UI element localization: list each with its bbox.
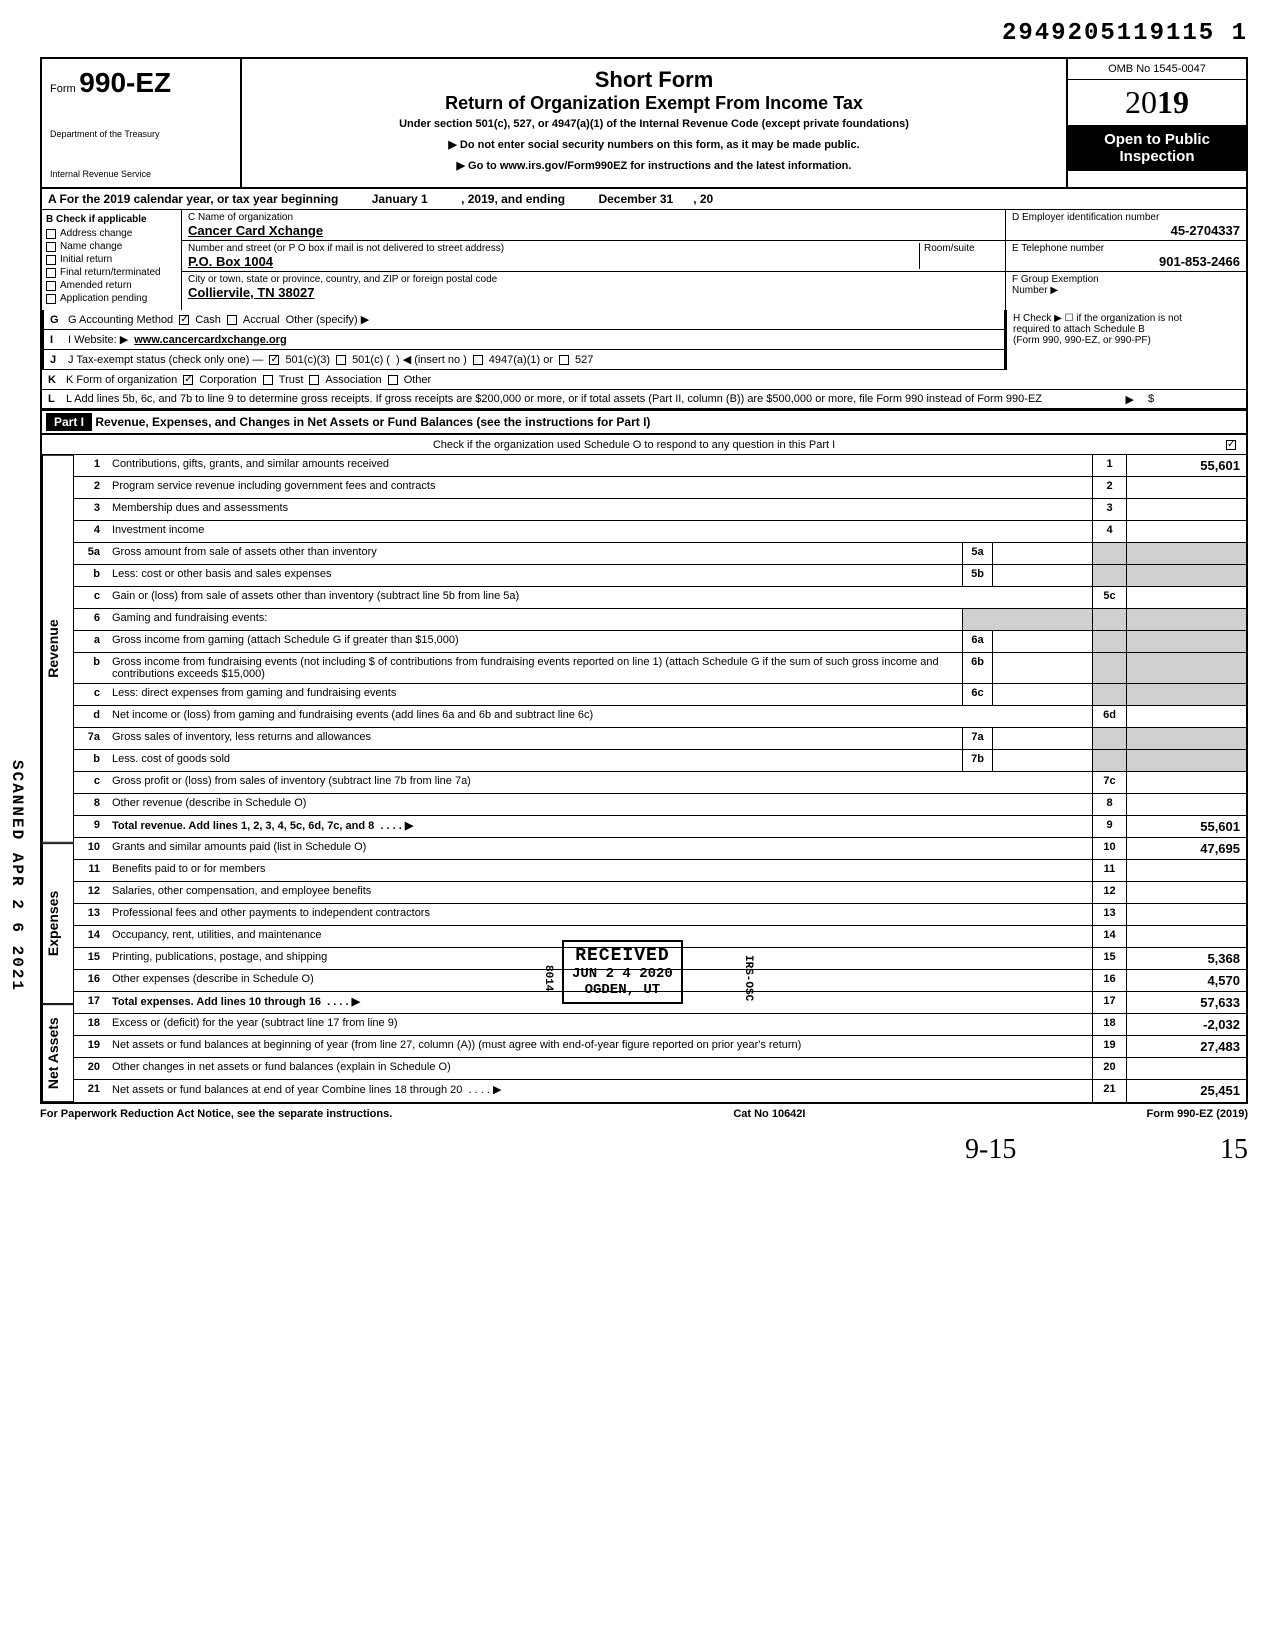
line-7a: 7aGross sales of inventory, less returns…: [74, 728, 1246, 750]
row-i-label: I Website: ▶: [68, 333, 128, 346]
line-a: aGross income from gaming (attach Schedu…: [74, 631, 1246, 653]
chk-address[interactable]: [46, 229, 56, 239]
chk-schedule-o[interactable]: [1226, 440, 1236, 450]
part1-header: Part I Revenue, Expenses, and Changes in…: [40, 410, 1248, 435]
org-city: Colliervile, TN 38027: [188, 285, 999, 300]
title-return: Return of Organization Exempt From Incom…: [250, 93, 1058, 114]
chk-initial[interactable]: [46, 255, 56, 265]
open-public-1: Open to Public: [1074, 131, 1240, 148]
line-c: cGain or (loss) from sale of assets othe…: [74, 587, 1246, 609]
chk-accrual[interactable]: [227, 315, 237, 325]
chk-4947[interactable]: [473, 355, 483, 365]
org-name: Cancer Card Xchange: [188, 223, 999, 238]
handwriting-2: 15: [1220, 1134, 1248, 1165]
chk-pending[interactable]: [46, 294, 56, 304]
chk-trust[interactable]: [263, 375, 273, 385]
line-b: bGross income from fundraising events (n…: [74, 653, 1246, 684]
tab-netassets: Net Assets: [42, 1004, 74, 1102]
form-number: 990-EZ: [79, 67, 171, 98]
label-org-name: C Name of organization: [188, 212, 999, 223]
row-j-label: J Tax-exempt status (check only one) —: [68, 354, 263, 366]
line-19: 19Net assets or fund balances at beginni…: [74, 1036, 1246, 1058]
chk-name[interactable]: [46, 242, 56, 252]
chk-final[interactable]: [46, 268, 56, 278]
line-13: 13Professional fees and other payments t…: [74, 904, 1246, 926]
chk-501c[interactable]: [336, 355, 346, 365]
chk-501c3[interactable]: [269, 355, 279, 365]
line-2: 2Program service revenue including gover…: [74, 477, 1246, 499]
line-5a: 5aGross amount from sale of assets other…: [74, 543, 1246, 565]
label-addr: Number and street (or P O box if mail is…: [188, 243, 919, 254]
row-h-2: required to attach Schedule B: [1013, 324, 1240, 335]
instruction-ssn: ▶ Do not enter social security numbers o…: [250, 138, 1058, 151]
form-prefix: Form: [50, 83, 76, 95]
tab-expenses: Expenses: [42, 843, 74, 1004]
line-4: 4Investment income4: [74, 521, 1246, 543]
stamp-side1: 8014: [542, 965, 554, 991]
row-l-text: L Add lines 5b, 6c, and 7b to line 9 to …: [66, 393, 1120, 405]
line-c: cGross profit or (loss) from sales of in…: [74, 772, 1246, 794]
line-1: 1Contributions, gifts, grants, and simil…: [74, 455, 1246, 477]
label-room: Room/suite: [919, 243, 999, 269]
dept-irs: Internal Revenue Service: [50, 169, 232, 179]
label-group-number: Number ▶: [1012, 285, 1240, 296]
chk-assoc[interactable]: [309, 375, 319, 385]
chk-corp[interactable]: [183, 375, 193, 385]
label-ein: D Employer identification number: [1012, 212, 1240, 223]
instruction-web: ▶ Go to www.irs.gov/Form990EZ for instru…: [250, 159, 1058, 172]
website: www.cancercardxchange.org: [134, 334, 286, 346]
stamp-side2: IRS-OSC: [742, 955, 754, 1001]
label-group-exemption: F Group Exemption: [1012, 274, 1240, 285]
tab-revenue: Revenue: [42, 455, 74, 843]
line-20: 20Other changes in net assets or fund ba…: [74, 1058, 1246, 1080]
line-b: bLess: cost or other basis and sales exp…: [74, 565, 1246, 587]
line-6: 6Gaming and fundraising events:: [74, 609, 1246, 631]
label-phone: E Telephone number: [1012, 243, 1240, 254]
line-21: 21Net assets or fund balances at end of …: [74, 1080, 1246, 1102]
line-8: 8Other revenue (describe in Schedule O)8: [74, 794, 1246, 816]
handwriting-1: 9-15: [965, 1134, 1016, 1165]
dln-number: 2949205119115 1: [40, 20, 1248, 47]
open-public-2: Inspection: [1074, 148, 1240, 165]
omb-number: OMB No 1545-0047: [1068, 59, 1246, 80]
lines-grid: Revenue Expenses Net Assets 1Contributio…: [40, 455, 1248, 1104]
line-11: 11Benefits paid to or for members11: [74, 860, 1246, 882]
chk-cash[interactable]: [179, 315, 189, 325]
chk-527[interactable]: [559, 355, 569, 365]
tax-year: 2019: [1068, 80, 1246, 125]
line-d: dNet income or (loss) from gaming and fu…: [74, 706, 1246, 728]
row-k-label: K Form of organization: [66, 374, 177, 386]
chk-amended[interactable]: [46, 281, 56, 291]
part1-check-line: Check if the organization used Schedule …: [48, 439, 1220, 451]
dept-treasury: Department of the Treasury: [50, 129, 232, 139]
row-h-3: (Form 990, 990-EZ, or 990-PF): [1013, 335, 1240, 346]
form-header: Form 990-EZ Department of the Treasury I…: [40, 57, 1248, 189]
col-b-title: B Check if applicable: [46, 214, 177, 225]
page-footer: For Paperwork Reduction Act Notice, see …: [40, 1104, 1248, 1124]
row-g-label: G: [50, 314, 62, 326]
label-city: City or town, state or province, country…: [188, 274, 999, 285]
received-stamp: RECEIVED JUN 2 4 2020 OGDEN, UT: [562, 940, 683, 1004]
chk-other[interactable]: [388, 375, 398, 385]
phone: 901-853-2466: [1012, 254, 1240, 269]
subtitle: Under section 501(c), 527, or 4947(a)(1)…: [250, 118, 1058, 130]
line-c: cLess: direct expenses from gaming and f…: [74, 684, 1246, 706]
title-short-form: Short Form: [250, 67, 1058, 93]
line-18: 18Excess or (deficit) for the year (subt…: [74, 1014, 1246, 1036]
org-addr: P.O. Box 1004: [188, 254, 919, 269]
row-a-tax-year: A For the 2019 calendar year, or tax yea…: [40, 189, 1248, 210]
info-grid: B Check if applicable Address change Nam…: [40, 210, 1248, 310]
scanned-stamp: SCANNED APR 2 6 2021: [8, 760, 26, 992]
row-h-1: H Check ▶ ☐ if the organization is not: [1013, 313, 1240, 324]
line-9: 9Total revenue. Add lines 1, 2, 3, 4, 5c…: [74, 816, 1246, 838]
line-10: 10Grants and similar amounts paid (list …: [74, 838, 1246, 860]
ein: 45-2704337: [1012, 223, 1240, 238]
line-3: 3Membership dues and assessments3: [74, 499, 1246, 521]
line-12: 12Salaries, other compensation, and empl…: [74, 882, 1246, 904]
line-b: bLess. cost of goods sold7b: [74, 750, 1246, 772]
